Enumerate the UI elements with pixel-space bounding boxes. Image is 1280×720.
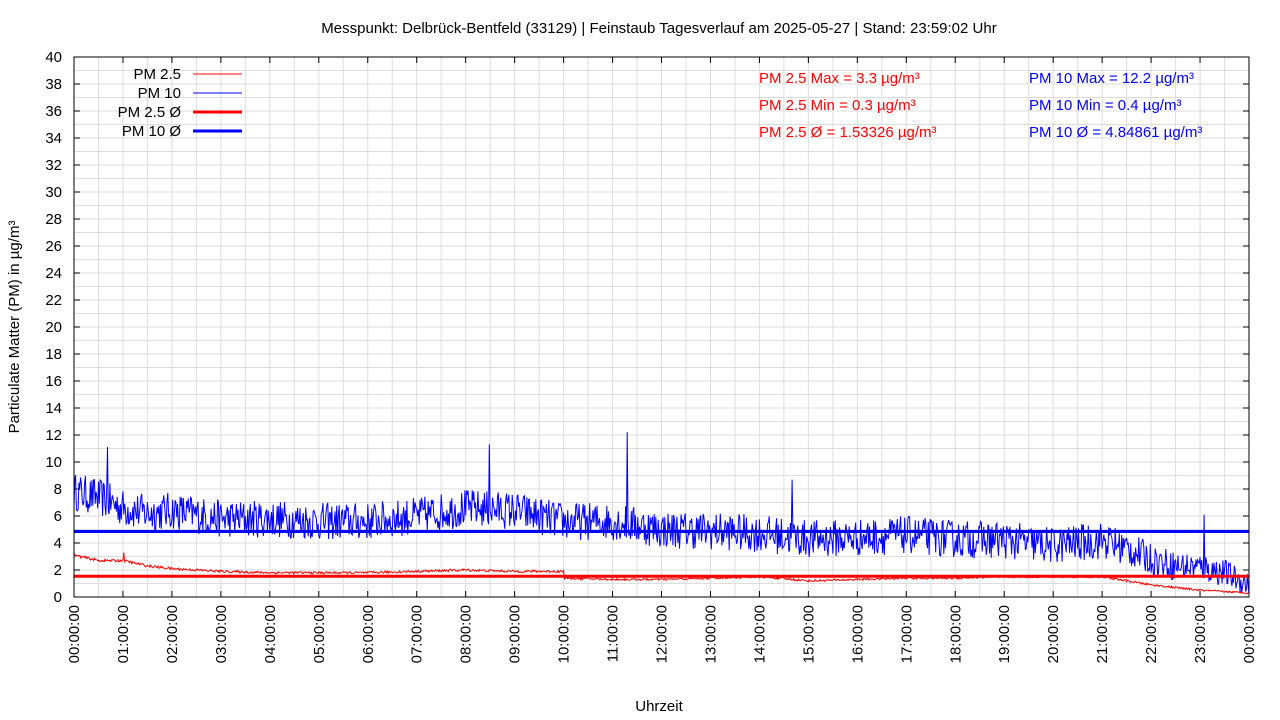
average-lines (74, 530, 1249, 578)
stats-annotations: PM 2.5 Max = 3.3 µg/m³ PM 2.5 Min = 0.3 … (759, 70, 1202, 141)
x-tick-label: 15:00:00 (800, 605, 817, 663)
x-tick-label: 19:00:00 (996, 605, 1013, 663)
x-tick-label: 23:00:00 (1192, 605, 1209, 663)
legend-label-pm10-avg: PM 10 Ø (122, 123, 182, 140)
x-tick-label: 11:00:00 (605, 605, 622, 662)
y-tick-label: 8 (54, 481, 62, 498)
x-tick-label: 16:00:00 (849, 605, 866, 663)
legend-label-pm25-avg: PM 2.5 Ø (118, 104, 182, 121)
x-tick-label: 05:00:00 (311, 605, 328, 663)
x-tick-label: 13:00:00 (702, 605, 719, 663)
x-tick-label: 18:00:00 (947, 605, 964, 663)
stat-pm10-avg: PM 10 Ø = 4.84861 µg/m³ (1029, 124, 1202, 141)
x-tick-label: 03:00:00 (213, 605, 230, 663)
stat-pm10-min: PM 10 Min = 0.4 µg/m³ (1029, 97, 1181, 114)
x-axis-label: Uhrzeit (635, 698, 683, 715)
x-tick-label: 08:00:00 (458, 605, 475, 663)
x-tick-label: 17:00:00 (898, 605, 915, 663)
y-tick-label: 2 (54, 562, 62, 579)
x-tick-label: 00:00:00 (66, 605, 83, 663)
legend: PM 2.5 PM 10 PM 2.5 Ø PM 10 Ø (118, 66, 242, 140)
y-tick-label: 30 (45, 184, 62, 201)
x-tick-label: 07:00:00 (409, 605, 426, 663)
y-tick-label: 38 (45, 76, 62, 93)
y-tick-label: 32 (45, 157, 62, 174)
y-tick-label: 40 (45, 49, 62, 66)
stat-pm25-max: PM 2.5 Max = 3.3 µg/m³ (759, 70, 920, 87)
y-tick-label: 36 (45, 103, 62, 120)
legend-label-pm25: PM 2.5 (133, 66, 181, 83)
x-tick-label: 09:00:00 (507, 605, 524, 663)
x-tick-label: 12:00:00 (654, 605, 671, 663)
x-tick-label: 06:00:00 (360, 605, 377, 663)
x-tick-label: 14:00:00 (751, 605, 768, 663)
y-axis-label: Particulate Matter (PM) in µg/m³ (6, 221, 23, 434)
x-axis-ticks: 00:00:00 01:00:00 02:00:00 03:00:00 04:00:00… (66, 57, 1258, 663)
stat-pm25-avg: PM 2.5 Ø = 1.53326 µg/m³ (759, 124, 936, 141)
y-tick-label: 10 (45, 454, 62, 471)
y-tick-label: 34 (45, 130, 62, 147)
x-tick-label: 00:00:00 (1241, 605, 1258, 663)
x-tick-label: 04:00:00 (262, 605, 279, 663)
stat-pm10-max: PM 10 Max = 12.2 µg/m³ (1029, 70, 1194, 87)
x-tick-label: 22:00:00 (1143, 605, 1160, 663)
y-tick-label: 16 (45, 373, 62, 390)
x-tick-label: 01:00:00 (115, 605, 132, 663)
y-tick-label: 0 (54, 589, 62, 606)
y-tick-label: 14 (45, 400, 62, 417)
chart-title: Messpunkt: Delbrück-Bentfeld (33129) | F… (321, 20, 996, 37)
y-tick-label: 28 (45, 211, 62, 228)
y-tick-label: 24 (45, 265, 62, 282)
y-tick-label: 22 (45, 292, 62, 309)
stat-pm25-min: PM 2.5 Min = 0.3 µg/m³ (759, 97, 916, 114)
legend-label-pm10: PM 10 (138, 85, 181, 102)
y-tick-label: 6 (54, 508, 62, 525)
y-tick-label: 26 (45, 238, 62, 255)
x-tick-label: 20:00:00 (1045, 605, 1062, 663)
x-tick-label: 10:00:00 (556, 605, 573, 663)
y-tick-label: 18 (45, 346, 62, 363)
x-tick-label: 02:00:00 (164, 605, 181, 663)
y-tick-label: 20 (45, 319, 62, 336)
y-tick-label: 4 (54, 535, 62, 552)
x-tick-label: 21:00:00 (1094, 605, 1111, 663)
y-tick-label: 12 (45, 427, 62, 444)
